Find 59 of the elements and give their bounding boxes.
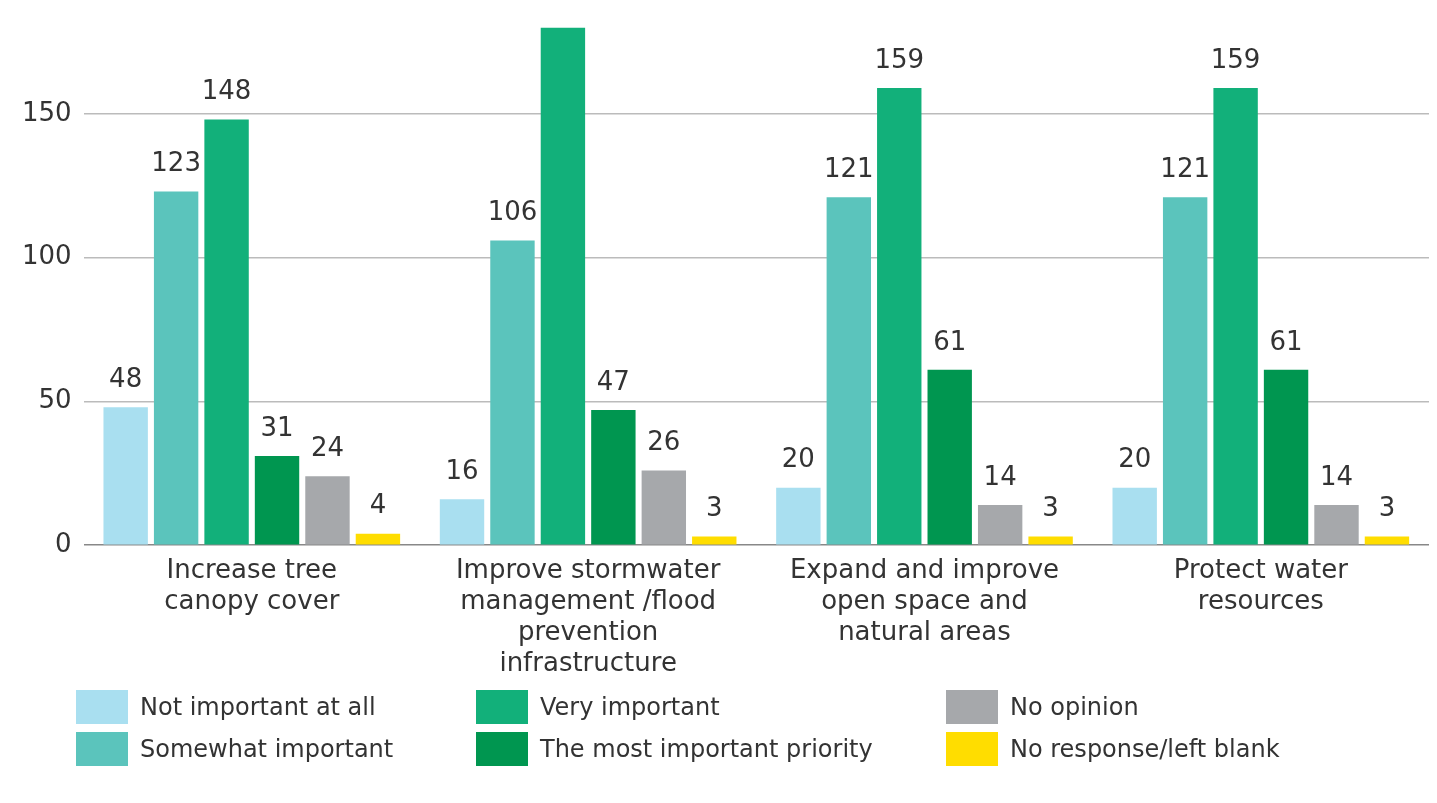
y-tick-label: 50 xyxy=(38,384,72,415)
data-label: 106 xyxy=(487,196,538,227)
bar xyxy=(977,504,1023,545)
data-label: 123 xyxy=(151,147,201,178)
y-tick-label: 0 xyxy=(55,527,72,558)
data-label: 159 xyxy=(1210,43,1261,74)
y-tick-label: 150 xyxy=(21,96,72,127)
data-label: 148 xyxy=(201,75,252,106)
data-label: 14 xyxy=(983,460,1017,491)
data-label: 48 xyxy=(109,362,143,393)
bar xyxy=(591,410,636,545)
bar xyxy=(305,476,350,545)
data-label: 121 xyxy=(1160,153,1210,184)
x-tick-label: Improve stormwater management /flood prevention infrastructure xyxy=(455,553,721,678)
bar xyxy=(254,456,300,545)
data-label: 16 xyxy=(445,454,479,485)
bar xyxy=(1112,487,1157,545)
data-label: 3 xyxy=(1378,492,1396,523)
bar xyxy=(776,487,821,545)
data-label: 31 xyxy=(260,411,294,442)
bar xyxy=(1213,87,1258,545)
data-label: 61 xyxy=(1269,325,1303,356)
data-label: 26 xyxy=(647,426,681,457)
data-label: 159 xyxy=(874,43,925,74)
bar xyxy=(490,240,535,545)
data-label: 20 xyxy=(781,443,815,474)
bar xyxy=(641,470,687,545)
bar xyxy=(540,27,586,545)
bar xyxy=(826,197,872,545)
data-label: 4 xyxy=(369,489,387,520)
x-tick-label: Protect water resources xyxy=(1173,553,1349,615)
bar xyxy=(153,191,199,545)
legend-label: No opinion xyxy=(1010,693,1139,721)
bar xyxy=(103,407,148,545)
data-label: 3 xyxy=(706,492,723,523)
bar xyxy=(204,119,249,545)
data-label: 3 xyxy=(1042,492,1059,523)
bar xyxy=(1028,536,1073,545)
data-label: 14 xyxy=(1319,460,1354,491)
legend-label: No response/left blank xyxy=(1010,735,1280,763)
y-tick-label: 100 xyxy=(21,240,72,271)
bar xyxy=(1314,504,1359,545)
data-label: 47 xyxy=(596,365,630,396)
legend-label: Not important at all xyxy=(140,693,376,721)
bar xyxy=(927,369,972,545)
bar xyxy=(355,533,401,545)
data-label: 20 xyxy=(1118,443,1152,474)
legend-label: Very important xyxy=(540,693,720,721)
data-label: 61 xyxy=(933,325,967,356)
bar xyxy=(1263,369,1309,545)
bar xyxy=(439,499,485,545)
bar xyxy=(877,87,922,545)
x-tick-label: Increase tree canopy cover xyxy=(164,553,340,615)
x-tick-label: Expand and improve open space and natural areas xyxy=(789,553,1060,646)
data-label: 24 xyxy=(310,431,345,462)
bar xyxy=(1162,197,1208,545)
legend-label: The most important priority xyxy=(540,735,873,763)
legend-label: Somewhat important xyxy=(140,735,394,763)
data-label: 121 xyxy=(823,153,874,184)
